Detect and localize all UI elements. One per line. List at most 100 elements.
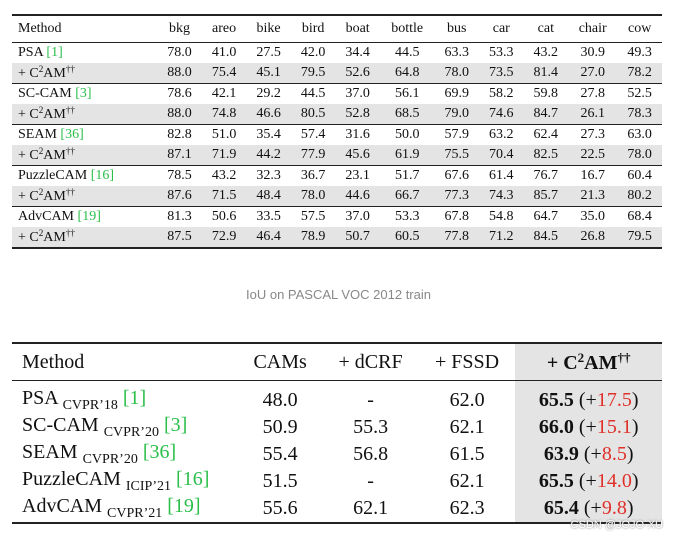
venue: ICIP’21 [125, 479, 172, 494]
ref-number: 19 [173, 495, 194, 517]
value-cell: 85.7 [533, 188, 559, 203]
method-name: SEAM [22, 441, 78, 463]
header-cell: cow [628, 21, 652, 36]
ref-close: ] [58, 45, 63, 60]
gain-open: (+ [578, 389, 597, 411]
value-cell: 46.6 [256, 106, 281, 121]
method-row: AdvCAM CVPR’21 [19] 55.6 62.1 62.3 65.4 (+9.… [12, 495, 662, 523]
header-row: Method CAMs + dCRF + FSSD + C2AM†† [12, 343, 662, 381]
variant-suffix: AM [43, 189, 66, 204]
value-cell: 79.5 [627, 229, 652, 244]
method-cell: PSA [1] [12, 43, 157, 64]
gain-close: ) [631, 470, 639, 492]
gain-open: (+ [578, 416, 597, 438]
value-cell: 75.5 [444, 147, 470, 162]
variant-dagger: †† [65, 105, 75, 115]
method-cell: SEAM CVPR’20 [36] [12, 441, 238, 468]
variant-row: + C2AM†† 88.0 74.8 46.6 80.5 52.8 68.5 79.0 74.6… [12, 104, 662, 125]
value-cell: 60.5 [394, 229, 420, 244]
gain-open: (+ [583, 443, 602, 465]
ref-close: ] [86, 86, 92, 101]
value-cell: 71.2 [489, 229, 514, 244]
method-cell: + C2AM†† [12, 63, 157, 84]
value-cell: 41.0 [211, 45, 237, 60]
value-cell: 71.9 [211, 147, 237, 162]
watermark: CSDN @JOJO-XU [570, 519, 663, 531]
ref-number: 36 [65, 127, 80, 142]
variant-sup: 2 [38, 64, 44, 74]
value-cell: 56.8 [353, 443, 389, 465]
header-cell: Method [18, 21, 62, 36]
value-cell: 53.3 [394, 209, 420, 224]
value-cell: 31.6 [345, 127, 370, 142]
value-cell: 52.6 [345, 65, 370, 80]
gain-open: (+ [578, 470, 597, 492]
variant-prefix: + C [18, 66, 39, 81]
ref-open: [ [167, 495, 174, 517]
header-cell: bike [256, 21, 281, 36]
gain: 9.8 [601, 497, 627, 519]
variant-prefix: + C [18, 107, 39, 122]
method-row: PuzzleCAM [16] 78.5 43.2 32.3 36.7 23.1 51.7 67… [12, 165, 662, 187]
method-name: PuzzleCAM [18, 168, 88, 183]
value-cell: 64.7 [533, 209, 559, 224]
method-name: PuzzleCAM [22, 468, 121, 490]
header-cell: boat [345, 21, 370, 36]
variant-dagger: †† [617, 349, 631, 365]
method-row: SC-CAM CVPR’20 [3] 50.9 55.3 62.1 66.0 (+15.… [12, 414, 662, 441]
value-cell: 42.0 [300, 45, 326, 60]
method-cell: SC-CAM [3] [12, 84, 157, 105]
method-name: PSA [22, 387, 58, 409]
ref-open: [ [163, 414, 171, 436]
header-cell: areo [212, 21, 237, 36]
value-cell: 59.8 [533, 86, 559, 101]
variant-suffix: AM [584, 351, 618, 374]
value-cell: 52.8 [345, 106, 370, 121]
ref-close: ] [96, 209, 101, 224]
venue: CVPR’21 [107, 506, 163, 521]
value-cell: 26.1 [580, 106, 605, 121]
value-cell: 50.7 [345, 229, 370, 244]
method-row: PuzzleCAM ICIP’21 [16] 51.5 - 62.1 65.5 (+14… [12, 468, 662, 495]
ref-number: 19 [82, 209, 97, 224]
variant-label: + C2AM†† [18, 105, 75, 122]
value-cell: 33.5 [256, 209, 281, 224]
value-cell: 61.5 [449, 443, 485, 465]
value-cell: 48.0 [262, 389, 298, 411]
value-cell: 78.5 [167, 168, 192, 183]
value-cell: 84.5 [533, 229, 559, 244]
value-cell: 88.0 [167, 106, 192, 121]
result: 63.9 [543, 443, 579, 465]
gain: 14.0 [596, 470, 632, 492]
ref-open: [ [60, 127, 66, 142]
ref-open: [ [122, 387, 130, 409]
value-cell: 76.7 [533, 168, 559, 183]
variant-prefix: + C [18, 230, 39, 245]
method-row: SEAM CVPR’20 [36] 55.4 56.8 61.5 63.9 (+8.5) [12, 441, 662, 468]
gain-close: ) [631, 416, 639, 438]
value-cell: 78.2 [627, 65, 652, 80]
caption: IoU on PASCAL VOC 2012 train [246, 287, 431, 302]
value-cell: 45.1 [256, 65, 281, 80]
variant-label: + C2AM†† [18, 187, 75, 204]
variant-prefix: + C [18, 189, 39, 204]
value-cell: 50.6 [211, 209, 237, 224]
method-name: SEAM [18, 127, 57, 142]
ref-open: [ [90, 168, 96, 183]
value-cell: 29.2 [256, 86, 281, 101]
value-cell: 62.1 [353, 497, 389, 519]
gain-close: ) [626, 497, 634, 519]
value-cell: 82.8 [167, 127, 192, 142]
method-cell: + C2AM†† [12, 145, 157, 166]
header-cell: + dCRF [338, 350, 403, 373]
header-cell: CAMs [253, 350, 307, 373]
value-cell: 69.9 [444, 86, 470, 101]
value-cell: 44.6 [345, 188, 370, 203]
value-cell: 43.2 [533, 45, 559, 60]
value-cell: 62.1 [449, 470, 485, 492]
variant-dagger: †† [65, 187, 75, 197]
value-cell: 32.3 [256, 168, 281, 183]
method-row: SEAM [36] 82.8 51.0 35.4 57.4 31.6 50.0 57.9 63.… [12, 124, 662, 146]
variant-dagger: †† [65, 146, 75, 156]
variant-dagger: †† [65, 228, 75, 238]
